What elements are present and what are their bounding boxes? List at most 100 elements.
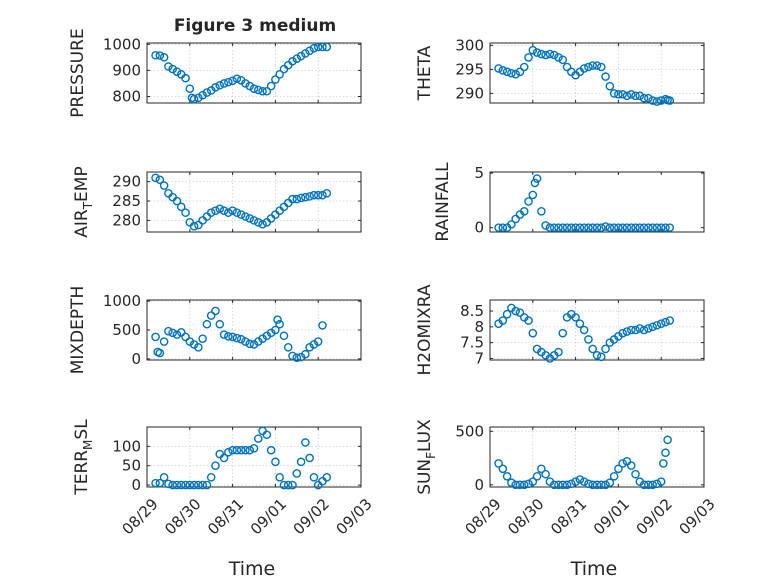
x-tick-label: 08/30 [504, 495, 547, 538]
data-point [631, 91, 640, 101]
data-point [519, 480, 529, 490]
data-point [605, 223, 615, 232]
data-point [605, 81, 615, 91]
x-tick-label: 09/03 [675, 495, 718, 538]
data-point [592, 61, 602, 70]
data-point [631, 469, 640, 479]
data-point [313, 42, 323, 52]
data-point [663, 435, 672, 445]
data-point [318, 190, 327, 200]
y-tick-label: 1000 [103, 35, 141, 53]
y-tick-label: 290 [112, 173, 141, 191]
data-point [176, 328, 186, 337]
data-point [168, 480, 177, 490]
data-point [558, 328, 568, 338]
data-point [258, 86, 267, 96]
data-point [519, 206, 529, 216]
data-point [661, 223, 670, 232]
y-tick-label: 0 [474, 476, 484, 494]
x-tick-label: 08/31 [204, 495, 247, 538]
data-point [562, 62, 572, 72]
data-point [528, 477, 538, 486]
y-tick-label: 50 [122, 457, 141, 475]
data-point [181, 480, 190, 490]
data-point [206, 311, 216, 320]
y-tick-label: 500 [112, 321, 141, 339]
data-point [524, 197, 533, 206]
y-tick-label: 280 [112, 211, 141, 229]
panel-terr_msl: 08/29 08/30 08/31 09/01 09/02 09/03 050 100 TERR… [72, 419, 376, 539]
data-point [532, 48, 542, 57]
data-point [194, 480, 203, 490]
y-axis-label: THETA [415, 45, 435, 101]
data-point [181, 208, 190, 217]
data-point [185, 84, 195, 93]
data-point [584, 223, 593, 232]
data-point [575, 223, 585, 232]
data-point [524, 479, 533, 489]
data-point [644, 93, 653, 103]
data-point [296, 51, 306, 61]
y-axis-label: TERRMSL [72, 419, 95, 496]
data-point [236, 334, 246, 344]
data-point [605, 478, 615, 488]
data-point [498, 66, 508, 75]
data-point [236, 210, 246, 219]
data-point [631, 223, 640, 232]
data-point [275, 473, 284, 482]
panel-mixdepth: 0 500 1000 MIXDEPTH [68, 286, 362, 374]
plot-area [490, 427, 704, 487]
data-point [537, 49, 546, 59]
data-point [185, 480, 195, 490]
data-point [228, 332, 237, 342]
data-point [511, 306, 520, 316]
y-axis-label: H2OMIXRA [415, 284, 435, 375]
data-point [262, 86, 272, 96]
data-point [194, 93, 203, 103]
data-point [224, 447, 233, 457]
data-point [151, 50, 160, 60]
data-point [635, 91, 645, 101]
data-point [206, 473, 216, 482]
x-tick-label: 08/31 [547, 495, 590, 538]
data-point [652, 320, 662, 330]
data-point [172, 330, 182, 339]
data-point [588, 344, 598, 354]
data-point [537, 206, 546, 216]
data-point [159, 337, 169, 346]
axes-box [489, 299, 705, 361]
data-point [494, 64, 503, 73]
data-point [181, 73, 190, 83]
data-point [309, 43, 319, 53]
plot-area [490, 172, 704, 232]
data-point [159, 473, 169, 482]
data-point [579, 223, 589, 232]
axes-box [146, 42, 362, 104]
data-point [659, 459, 668, 468]
data-point [215, 204, 225, 214]
data-point [549, 223, 559, 232]
data-point [275, 319, 284, 329]
y-tick-label: 5 [474, 164, 484, 182]
y-axis-label: AIRTEMP [72, 166, 95, 237]
data-point [232, 208, 242, 217]
data-point [236, 445, 246, 455]
data-point [296, 457, 306, 467]
data-point [219, 330, 229, 339]
data-point [601, 222, 610, 231]
data-point [537, 464, 546, 474]
data-point [656, 319, 666, 328]
data-point [301, 438, 310, 447]
data-point [253, 85, 263, 95]
axes-box [489, 42, 705, 104]
data-point [322, 188, 332, 198]
data-point [519, 62, 529, 72]
data-point [622, 327, 632, 336]
data-point [498, 464, 508, 474]
data-point [253, 434, 263, 443]
data-point [189, 94, 199, 104]
data-point [322, 473, 332, 482]
y-tick-label: 500 [455, 422, 484, 440]
data-point [596, 223, 606, 232]
